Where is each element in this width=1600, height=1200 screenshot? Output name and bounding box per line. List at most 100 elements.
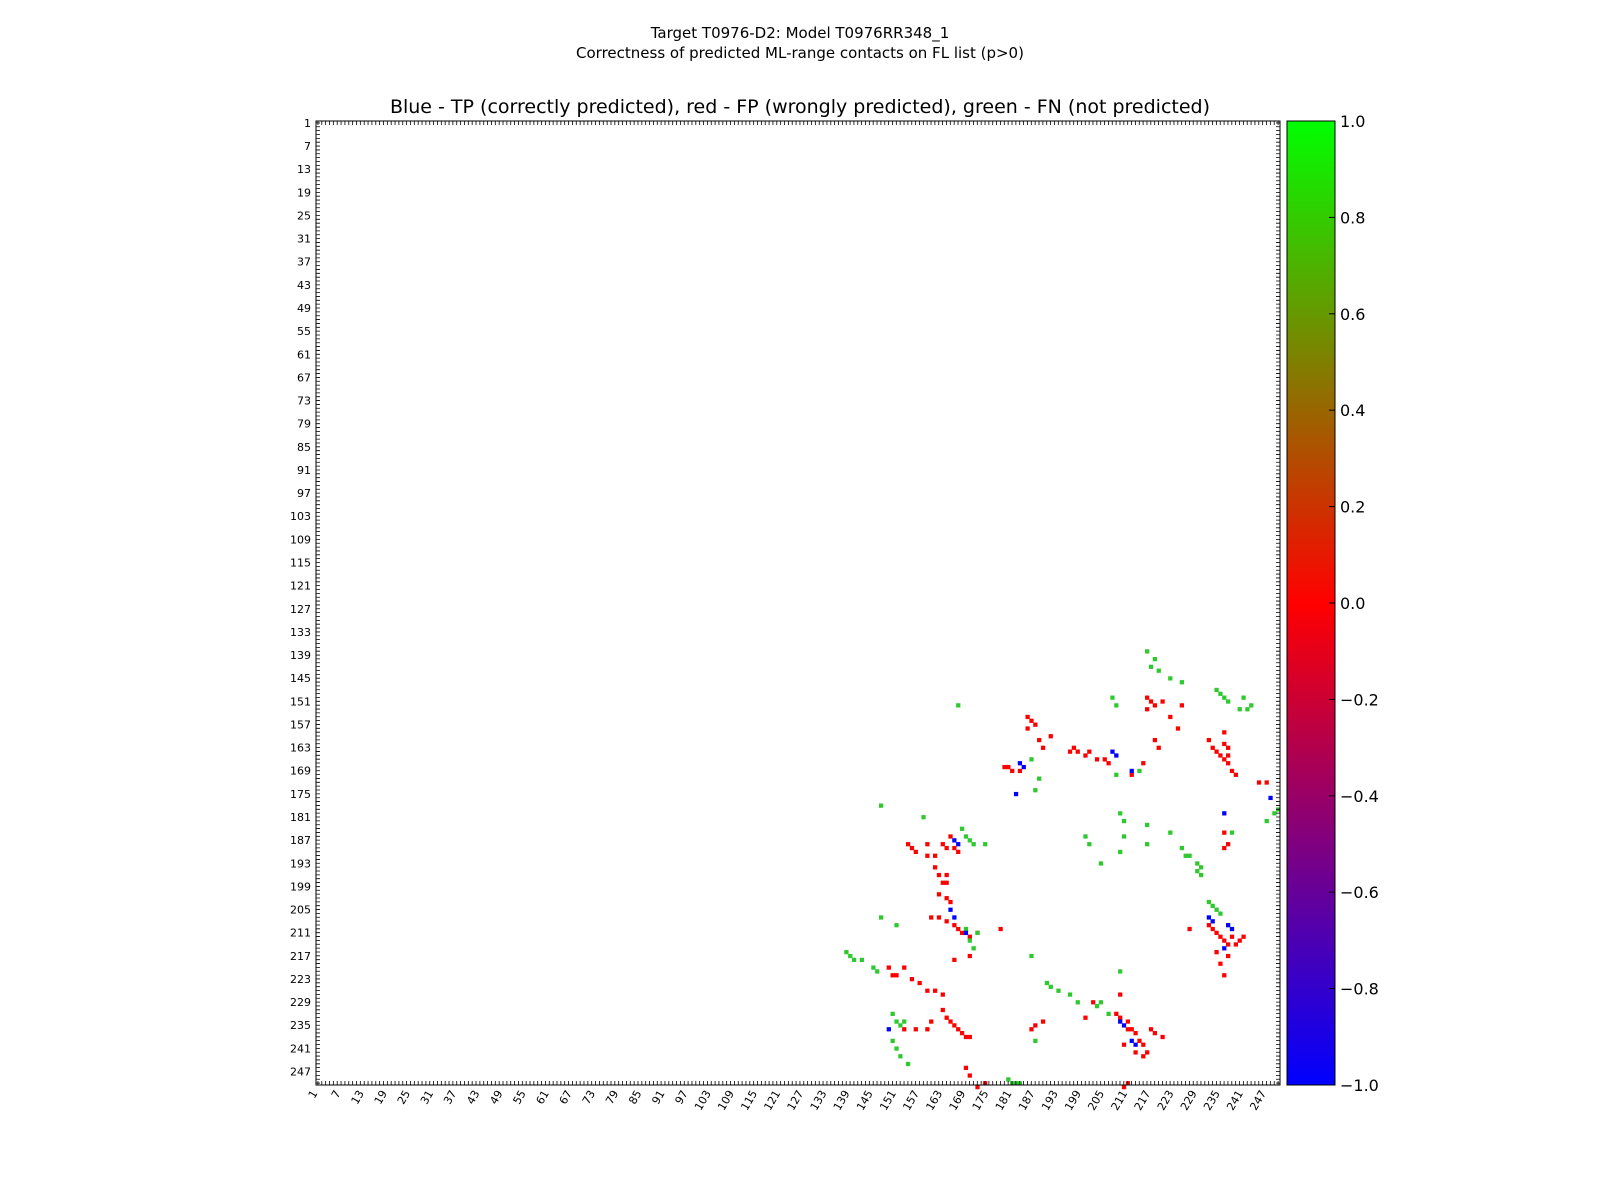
fn-cell <box>1114 772 1119 777</box>
fp-cell <box>975 1085 980 1090</box>
y-tick-label: 241 <box>290 1042 311 1055</box>
fn-cell <box>1187 853 1192 858</box>
y-tick-label: 163 <box>290 742 311 755</box>
tick-marks <box>316 121 1280 1085</box>
fp-cell <box>1114 1011 1119 1016</box>
fp-cell <box>1121 1042 1127 1047</box>
fn-cell <box>1264 818 1269 824</box>
fp-cell <box>1264 780 1269 785</box>
fp-cell <box>929 915 934 920</box>
fp-cell <box>952 1023 957 1028</box>
colorbar-tick-label: 0.0 <box>1340 594 1365 613</box>
fn-cell <box>1098 1000 1104 1005</box>
x-tick-label: 205 <box>1085 1088 1107 1113</box>
x-tick-label: 73 <box>580 1088 598 1107</box>
fp-cell <box>1148 699 1154 704</box>
y-tick-label: 85 <box>297 441 311 454</box>
fn-cell <box>1210 903 1215 909</box>
y-tick-label: 133 <box>290 626 311 639</box>
tp-cell <box>1129 768 1134 774</box>
fp-cell <box>1160 1034 1165 1040</box>
x-tick-label: 49 <box>487 1088 505 1107</box>
tp-cell <box>1226 923 1231 928</box>
y-tick-label: 19 <box>297 186 311 199</box>
y-tick-label: 25 <box>297 209 311 222</box>
tp-cell <box>1222 946 1227 951</box>
fp-cell <box>940 1007 945 1013</box>
x-tick-label: 181 <box>993 1088 1015 1113</box>
y-tick-label: 73 <box>297 395 311 408</box>
fp-cell <box>956 1027 961 1032</box>
fp-cell <box>1226 953 1231 959</box>
fn-cell <box>1006 1077 1011 1082</box>
tp-cell <box>963 930 969 936</box>
fn-cell <box>975 930 980 936</box>
fp-cell <box>1210 745 1215 750</box>
x-tick-label: 169 <box>947 1088 969 1113</box>
tp-cell <box>1129 1038 1134 1043</box>
fp-cell <box>1210 926 1215 932</box>
fp-cell <box>1025 714 1030 720</box>
fn-cell <box>1033 788 1038 793</box>
fp-cell <box>967 934 972 939</box>
fp-cell <box>1214 749 1219 754</box>
x-tick-label: 247 <box>1247 1088 1269 1113</box>
fp-cell <box>1160 699 1165 704</box>
fn-cell <box>1152 656 1158 662</box>
fp-cell <box>1237 938 1242 943</box>
y-tick-label: 181 <box>290 811 311 824</box>
fp-cell <box>956 926 961 932</box>
x-tick-label: 37 <box>441 1088 459 1107</box>
y-tick-label: 127 <box>290 603 311 616</box>
fn-cell <box>1118 849 1123 855</box>
y-tick-label: 193 <box>290 857 311 870</box>
fn-cell <box>956 703 961 708</box>
fp-cell <box>1145 707 1150 712</box>
tp-cell <box>1110 749 1115 754</box>
fp-cell <box>1218 753 1223 758</box>
fn-cell <box>1033 1038 1038 1043</box>
fp-cell <box>932 853 938 858</box>
fn-cell <box>1083 834 1088 839</box>
fp-cell <box>1233 942 1238 947</box>
fp-cell <box>967 1073 972 1078</box>
fp-cell <box>1017 768 1023 774</box>
fp-cell <box>902 1027 907 1032</box>
fn-cell <box>1118 969 1123 974</box>
fp-cell <box>1256 780 1262 785</box>
fp-cell <box>944 896 949 901</box>
y-tick-label: 61 <box>297 348 311 361</box>
fp-cell <box>905 842 911 847</box>
fn-cell <box>1245 707 1250 712</box>
fn-cell <box>1199 872 1204 878</box>
fp-cell <box>1087 749 1092 754</box>
tp-cell <box>1133 1042 1138 1047</box>
fn-cell <box>963 834 969 839</box>
fp-cell <box>913 849 918 855</box>
y-tick-label: 7 <box>304 140 311 153</box>
tp-cell <box>1017 761 1023 766</box>
fn-cell <box>1075 1000 1080 1005</box>
fp-cell <box>909 977 915 982</box>
fn-cell <box>1145 822 1150 828</box>
fp-cell <box>1133 1050 1138 1055</box>
fp-cell <box>1226 942 1231 947</box>
fp-cell <box>936 872 942 878</box>
fn-cell <box>1044 980 1050 986</box>
fp-cell <box>886 965 891 970</box>
fn-cell <box>1029 757 1034 762</box>
fp-cell <box>1040 1019 1046 1024</box>
colorbar <box>1286 120 1336 1086</box>
fp-cell <box>1133 1031 1138 1036</box>
fn-cell <box>1241 695 1246 700</box>
fp-cell <box>1233 772 1238 777</box>
x-tick-label: 127 <box>785 1088 807 1113</box>
fp-cell <box>1006 764 1011 770</box>
x-tick-label: 121 <box>761 1088 783 1113</box>
fp-cell <box>925 1027 930 1032</box>
fp-cell <box>1106 761 1111 766</box>
fp-cell <box>1141 761 1146 766</box>
y-tick-label: 223 <box>290 973 311 986</box>
y-tick-label: 49 <box>297 302 311 315</box>
tp-cell <box>956 842 961 847</box>
